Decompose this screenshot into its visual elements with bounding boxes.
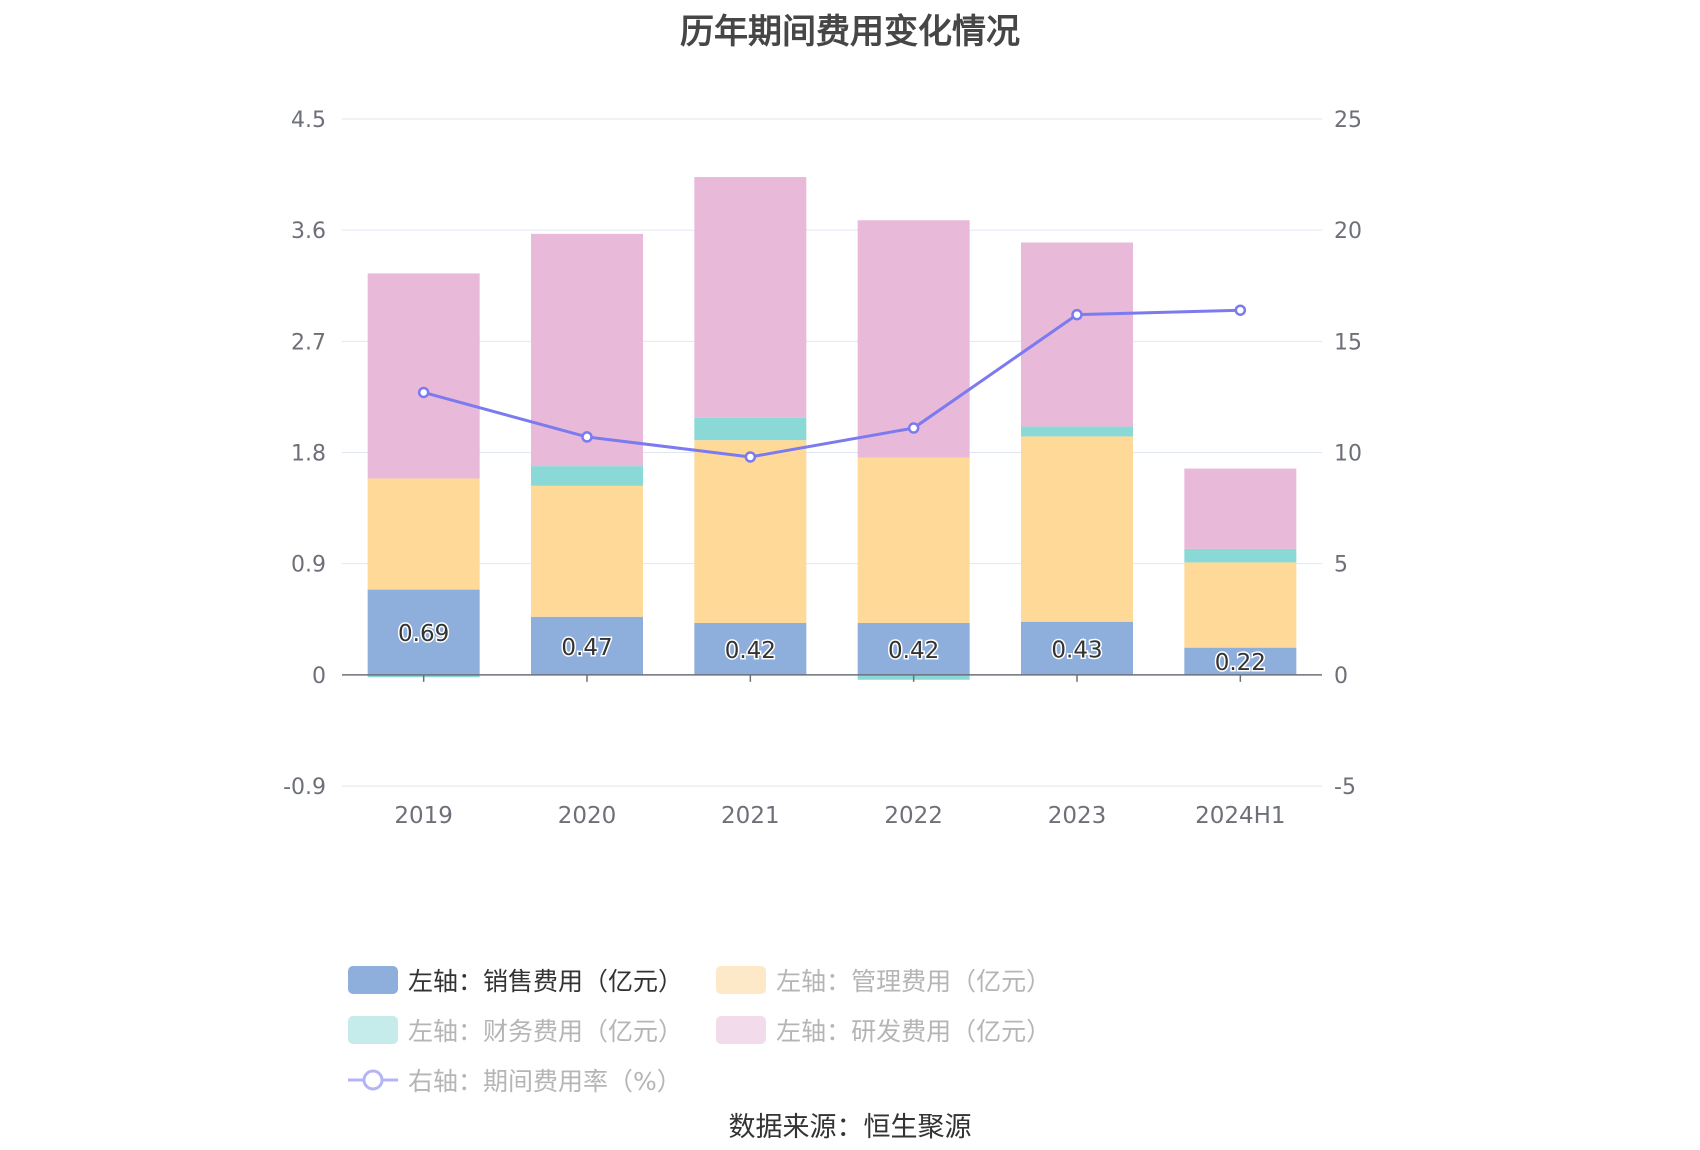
legend-item-expense-ratio[interactable]: 右轴：期间费用率（%） — [348, 1055, 682, 1105]
legend-item-rnd[interactable]: 左轴：研发费用（亿元） — [716, 1005, 1051, 1055]
bar-segment — [531, 485, 643, 617]
left-axis-tick: 3.6 — [291, 219, 326, 244]
data-label: 0.22 — [1215, 650, 1266, 676]
legend-label-finance: 左轴：财务费用（亿元） — [408, 1017, 684, 1046]
bar-segment — [857, 622, 970, 675]
right-axis-tick: -5 — [1334, 775, 1356, 800]
data-label: 0.42 — [725, 638, 776, 664]
bar-segment — [1021, 242, 1133, 427]
legend-label-expense-ratio: 右轴：期间费用率（%） — [408, 1067, 682, 1096]
bar-segment — [531, 466, 643, 486]
legend: 左轴：销售费用（亿元） 左轴：管理费用（亿元） 左轴：财务费用（亿元） 左轴：研… — [348, 955, 1398, 1105]
bar-segment — [1184, 647, 1297, 675]
legend-line-icon — [348, 1069, 398, 1091]
bar-segment — [694, 177, 807, 418]
right-axis-tick: 20 — [1334, 219, 1362, 244]
right-axis-tick: 0 — [1334, 664, 1348, 689]
chart-title: 历年期间费用变化情况 — [680, 12, 1020, 52]
legend-label-sales: 左轴：销售费用（亿元） — [408, 967, 684, 996]
bar-segment — [1184, 468, 1297, 549]
bar-segment — [857, 220, 970, 458]
bar-segment — [367, 478, 480, 590]
expense-ratio-point — [744, 451, 757, 463]
bar-segment — [1021, 621, 1133, 675]
x-axis-category: 2022 — [884, 803, 943, 829]
expense-ratio-line — [423, 308, 1241, 459]
legend-label-admin: 左轴：管理费用（亿元） — [776, 967, 1052, 996]
legend-item-admin[interactable]: 左轴：管理费用（亿元） — [716, 955, 1051, 1005]
left-axis-tick: -0.9 — [283, 775, 326, 800]
bar-segment — [531, 616, 643, 675]
x-axis-category: 2020 — [558, 803, 617, 829]
bar-segment — [857, 457, 970, 623]
right-axis-tick: 25 — [1334, 108, 1362, 133]
expense-ratio-point — [907, 422, 920, 434]
right-axis-tick: 15 — [1334, 330, 1362, 355]
legend-swatch-finance — [348, 1016, 398, 1044]
left-axis-tick: 2.7 — [291, 330, 326, 355]
left-axis-tick: 0.9 — [291, 553, 326, 578]
expense-ratio-point — [581, 431, 593, 443]
bar-segment — [1184, 562, 1297, 648]
x-axis-category: 2019 — [394, 803, 453, 829]
bar-segment — [1021, 436, 1133, 622]
legend-item-finance[interactable]: 左轴：财务费用（亿元） — [348, 1005, 683, 1055]
expense-ratio-point — [1234, 304, 1247, 316]
bar-segment — [1021, 426, 1133, 437]
bar-segment — [694, 622, 807, 675]
right-axis-tick: 5 — [1334, 553, 1348, 578]
bar-segment — [367, 589, 480, 675]
x-axis-category: 2024H1 — [1195, 803, 1285, 829]
left-axis-tick: 0 — [312, 664, 326, 689]
data-label: 0.42 — [888, 638, 939, 664]
x-axis-category: 2023 — [1048, 803, 1107, 829]
expense-ratio-point — [1071, 308, 1083, 321]
bar-segment — [694, 417, 807, 441]
left-axis-tick: 4.5 — [291, 108, 326, 133]
bar-segment — [694, 440, 807, 623]
bar-segment — [367, 273, 480, 479]
legend-swatch-admin — [716, 966, 767, 994]
legend-item-sales[interactable]: 左轴：销售费用（亿元） — [348, 955, 683, 1005]
legend-swatch-sales — [348, 966, 398, 994]
data-label: 0.69 — [398, 621, 449, 647]
data-source: 数据来源：恒生聚源 — [728, 1112, 972, 1143]
legend-label-rnd: 左轴：研发费用（亿元） — [776, 1017, 1052, 1046]
left-axis-tick: 1.8 — [291, 442, 326, 467]
data-label: 0.43 — [1051, 637, 1102, 663]
data-label: 0.47 — [561, 635, 612, 661]
right-axis-tick: 10 — [1334, 442, 1362, 467]
x-axis-category: 2021 — [721, 803, 780, 829]
expense-ratio-point — [417, 386, 430, 399]
bar-segment — [1184, 548, 1297, 563]
legend-swatch-rnd — [716, 1016, 767, 1044]
